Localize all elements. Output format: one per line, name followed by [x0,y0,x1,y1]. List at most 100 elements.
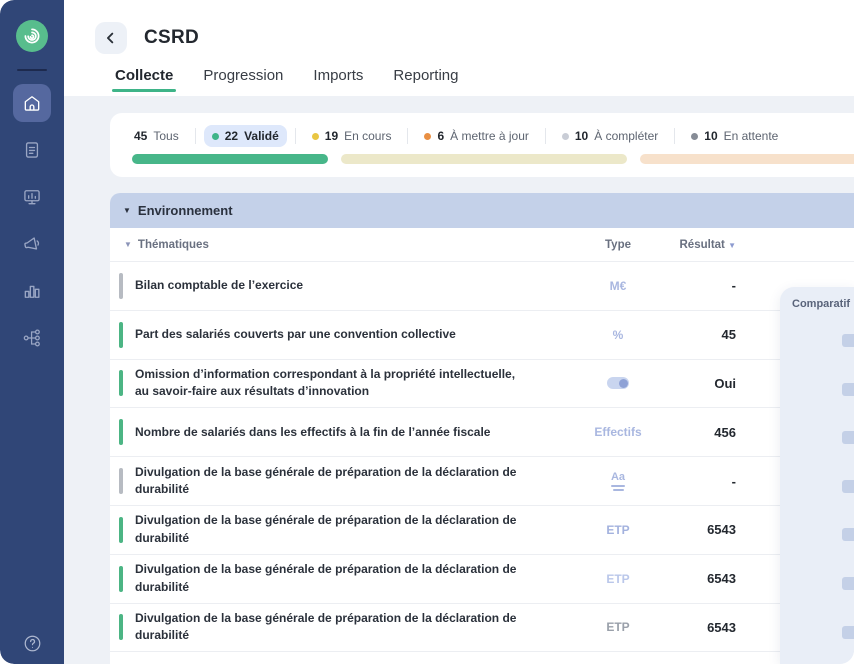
bar-chart-icon [24,285,40,298]
status-filter-card: 45 Tous 22 Validé 19 En cours [110,113,854,177]
row-result: 45 [721,327,736,343]
monitor-chart-icon [24,190,40,205]
row-status-indicator [119,321,123,348]
filter-en-cours-count: 19 [324,129,339,143]
progress-segment [341,154,627,164]
chip-separator [294,128,296,144]
tab-progression[interactable]: Progression [203,67,284,84]
row-result: 6543 [707,522,736,538]
chip-separator [544,128,546,144]
sidebar-item-home[interactable] [13,84,51,122]
row-result: - [731,278,736,294]
table-row[interactable]: Divulgation de la base générale de prépa… [110,457,854,506]
tab-imports[interactable]: Imports [313,67,364,84]
filter-all[interactable]: 45 Tous [126,125,187,147]
row-label: Nombre de salariés dans les effectifs à … [135,424,491,439]
filter-a-mettre-a-jour[interactable]: 6 À mettre à jour [416,125,536,147]
chip-separator [674,128,676,144]
sort-arrow-icon: ▼ [124,240,132,249]
comparatif-placeholder [842,382,854,396]
comparatif-placeholder [842,431,854,445]
row-result: 456 [714,424,736,440]
main-area: CSRD Collecte Progression Imports Report… [64,0,854,664]
filter-a-completer[interactable]: 10 À compléter [554,125,666,147]
sidebar-item-workflow[interactable] [13,319,51,357]
document-icon [25,142,39,158]
filter-en-cours[interactable]: 19 En cours [304,125,400,147]
type-badge: M€ [609,278,627,293]
status-dot-valide [211,132,219,140]
section-title: Environnement [137,203,233,218]
sidebar-item-dashboard[interactable] [13,178,51,216]
sidebar-item-documents[interactable] [13,131,51,169]
type-badge: ETP [606,571,630,586]
help-button[interactable] [19,630,45,656]
table-row[interactable]: Part des salariés couverts par une conve… [110,310,854,360]
filter-en-attente-label: En attente [723,129,779,143]
table-row[interactable] [110,652,854,664]
toggle-icon[interactable] [607,377,629,390]
text-format-icon: Aa [610,470,626,491]
column-header-resultat[interactable]: Résultat ▼ [678,239,748,251]
chip-separator [407,128,409,144]
filter-en-attente[interactable]: 10 En attente [683,125,786,147]
table-row[interactable]: Bilan comptable de l’exercice M€ - [110,262,854,311]
filter-a-mettre-a-jour-count: 6 [437,129,445,143]
back-button[interactable] [95,22,127,54]
comparatif-placeholder [842,625,854,639]
sidebar-item-analytics[interactable] [13,272,51,310]
progress-segment [640,154,854,164]
row-status-indicator [119,272,123,299]
question-mark-icon [24,635,40,651]
page-title: CSRD [144,27,200,48]
megaphone-icon [24,237,40,250]
column-header-thematiques[interactable]: ▼ Thématiques [110,239,558,251]
app-logo [16,20,48,52]
type-badge: % [612,327,624,342]
comparatif-placeholder [842,528,854,542]
section-header-environnement[interactable]: ▼ Environnement [110,193,854,228]
row-label: Part des salariés couverts par une conve… [135,326,456,341]
table-row[interactable]: Divulgation de la base générale de prépa… [110,603,854,653]
table-row[interactable]: Nombre de salariés dans les effectifs à … [110,408,854,458]
tab-reporting[interactable]: Reporting [393,67,459,84]
filter-en-cours-label: En cours [344,129,392,143]
chevron-left-icon [106,32,114,44]
row-status-indicator [119,419,123,446]
table-row[interactable]: Divulgation de la base générale de prépa… [110,505,854,555]
row-label: Bilan comptable de l’exercice [135,278,304,293]
content: 45 Tous 22 Validé 19 En cours [64,96,854,664]
table-header-row: ▼ Thématiques Type Résultat ▼ [110,228,854,262]
spiral-logo-icon [24,28,40,44]
row-label: Omission d’information correspondant à l… [135,367,516,399]
table-row[interactable]: Omission d’information correspondant à l… [110,359,854,409]
table-row[interactable]: Divulgation de la base générale de prépa… [110,554,854,604]
row-status-indicator [119,370,123,397]
aa-glyph: Aa [610,470,626,483]
type-badge: ETP [606,620,630,635]
filter-valide[interactable]: 22 Validé [203,125,287,147]
tab-collecte[interactable]: Collecte [111,67,177,92]
home-icon [24,96,40,111]
tabs: Collecte Progression Imports Reporting [64,54,854,92]
collapse-arrow-icon: ▼ [123,206,131,215]
hierarchy-icon [23,329,40,347]
filter-valide-label: Validé [244,129,279,143]
filter-valide-count: 22 [224,129,239,143]
filter-a-completer-label: À compléter [594,129,659,143]
filter-all-label: Tous [153,129,179,143]
topbar: CSRD Collecte Progression Imports Report… [64,0,854,96]
sidebar [0,0,64,664]
row-label: Divulgation de la base générale de prépa… [135,513,517,545]
sort-arrow-icon: ▼ [728,240,736,250]
row-label: Divulgation de la base générale de prépa… [135,611,517,643]
status-chips: 45 Tous 22 Validé 19 En cours [126,125,854,147]
status-progress-bar [132,154,854,164]
type-badge: Effectifs [594,425,642,440]
sidebar-item-announcements[interactable] [13,225,51,263]
comparatif-panel[interactable]: Comparatif [780,287,854,664]
column-header-type: Type [605,238,631,251]
filter-a-completer-count: 10 [574,129,589,143]
comparatif-placeholder [842,577,854,590]
